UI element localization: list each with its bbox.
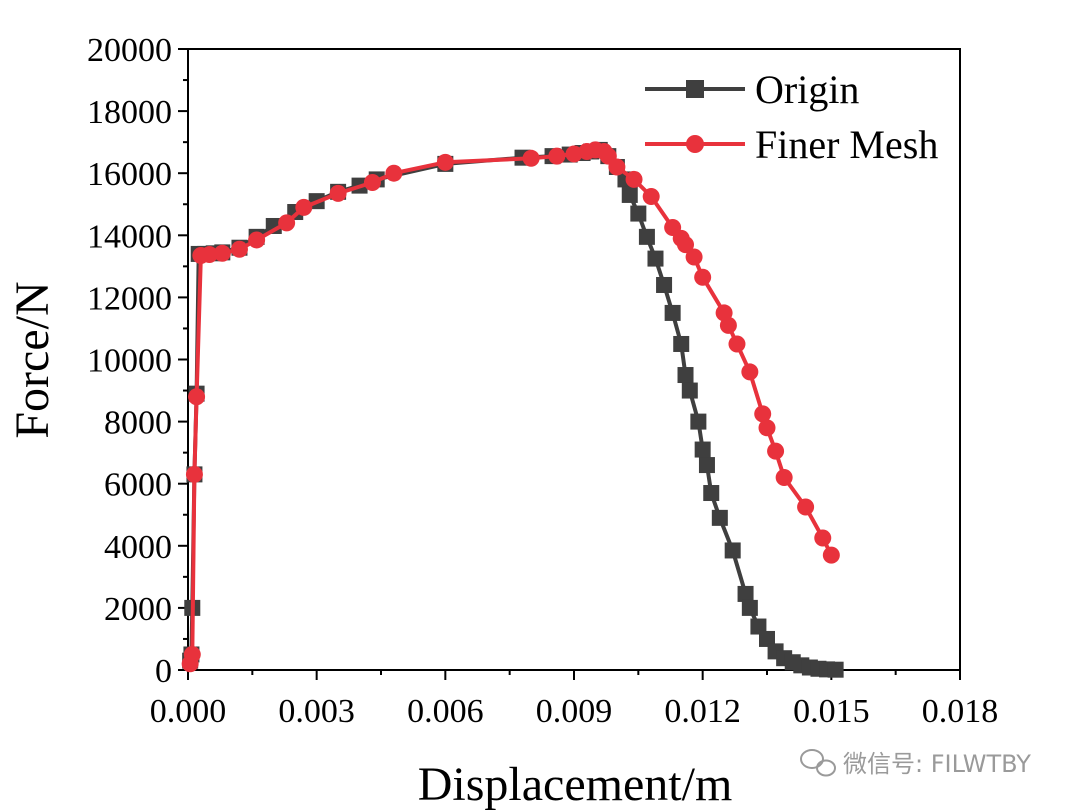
data-point-finer-mesh xyxy=(213,244,231,262)
data-point-finer-mesh xyxy=(814,529,832,547)
data-point-finer-mesh xyxy=(183,645,201,663)
data-point-finer-mesh xyxy=(775,468,793,486)
x-tick-label: 0.006 xyxy=(407,693,484,730)
data-point-finer-mesh xyxy=(719,316,737,334)
y-tick-label: 6000 xyxy=(104,467,172,504)
y-tick-label: 14000 xyxy=(87,218,172,255)
data-point-origin xyxy=(664,304,681,321)
data-point-finer-mesh xyxy=(295,198,313,216)
data-point-finer-mesh xyxy=(797,498,815,516)
data-point-origin xyxy=(724,542,741,559)
y-axis-title: Force/N xyxy=(6,281,59,438)
data-point-finer-mesh xyxy=(758,419,776,437)
y-tick-label: 4000 xyxy=(104,529,172,566)
data-point-finer-mesh xyxy=(608,158,626,176)
data-point-finer-mesh xyxy=(188,388,206,406)
wechat-icon xyxy=(800,749,836,777)
watermark: 微信号: FILWTBY xyxy=(800,749,1031,778)
data-point-origin xyxy=(673,335,690,352)
y-tick-label: 18000 xyxy=(87,94,172,131)
data-point-finer-mesh xyxy=(565,145,583,163)
data-point-origin xyxy=(741,599,758,616)
data-point-origin xyxy=(681,382,698,399)
watermark-text: 微信号: FILWTBY xyxy=(843,750,1031,778)
data-point-finer-mesh xyxy=(767,442,785,460)
data-point-finer-mesh xyxy=(200,246,218,264)
data-point-finer-mesh xyxy=(248,231,266,249)
data-point-origin xyxy=(656,276,673,293)
data-point-finer-mesh xyxy=(694,268,712,286)
x-tick-label: 0.009 xyxy=(536,693,613,730)
data-point-finer-mesh xyxy=(685,248,703,266)
data-point-origin xyxy=(638,228,655,245)
series-layer xyxy=(181,141,844,678)
data-point-finer-mesh xyxy=(822,546,840,564)
data-point-finer-mesh xyxy=(548,147,566,165)
legend-label-finer-mesh: Finer Mesh xyxy=(755,122,938,167)
data-point-finer-mesh xyxy=(278,214,296,232)
data-point-origin xyxy=(630,205,647,222)
data-point-finer-mesh xyxy=(741,363,759,381)
y-tick-label: 12000 xyxy=(87,280,172,317)
legend: Origin Finer Mesh xyxy=(645,67,938,167)
data-point-finer-mesh xyxy=(754,405,772,423)
data-point-finer-mesh xyxy=(329,184,347,202)
data-point-origin xyxy=(827,661,844,678)
axes: 0.000 0.003 0.006 0.009 0.012 0.015 0.018 0 2000… xyxy=(87,32,998,730)
data-point-origin xyxy=(694,441,711,458)
y-tick-label: 2000 xyxy=(104,591,172,628)
data-point-origin xyxy=(711,509,728,526)
y-tick-label: 10000 xyxy=(87,343,172,380)
x-tick-label: 0.000 xyxy=(150,693,227,730)
data-point-origin xyxy=(703,485,720,502)
data-point-finer-mesh xyxy=(230,240,248,258)
data-point-finer-mesh xyxy=(436,153,454,171)
x-tick-label: 0.015 xyxy=(793,693,870,730)
data-point-origin xyxy=(750,618,767,635)
y-tick-label: 0 xyxy=(155,653,172,690)
data-point-origin xyxy=(759,630,775,647)
data-point-finer-mesh xyxy=(677,236,695,254)
x-tick-label: 0.003 xyxy=(278,693,355,730)
legend-label-origin: Origin xyxy=(755,67,859,112)
x-tick-label: 0.012 xyxy=(664,693,741,730)
y-tick-label: 20000 xyxy=(87,32,172,69)
data-point-finer-mesh xyxy=(522,149,540,167)
data-point-origin xyxy=(690,413,707,430)
data-point-origin xyxy=(647,250,664,267)
legend-marker-finer-mesh xyxy=(686,135,704,153)
data-point-finer-mesh xyxy=(642,187,660,205)
data-point-finer-mesh xyxy=(185,465,203,483)
data-point-finer-mesh xyxy=(728,335,746,353)
data-point-origin xyxy=(737,585,754,602)
data-point-origin xyxy=(621,186,638,203)
x-axis-title: Displacement/m xyxy=(418,758,733,810)
data-point-origin xyxy=(698,457,715,474)
data-point-finer-mesh xyxy=(625,170,643,188)
data-point-finer-mesh xyxy=(385,164,403,182)
legend-marker-origin xyxy=(686,80,704,98)
y-tick-label: 8000 xyxy=(104,405,172,442)
series-finer-mesh xyxy=(181,141,840,673)
data-point-origin xyxy=(677,367,694,384)
data-point-finer-mesh xyxy=(363,174,381,192)
x-tick-label: 0.018 xyxy=(922,693,999,730)
y-tick-label: 16000 xyxy=(87,156,172,193)
